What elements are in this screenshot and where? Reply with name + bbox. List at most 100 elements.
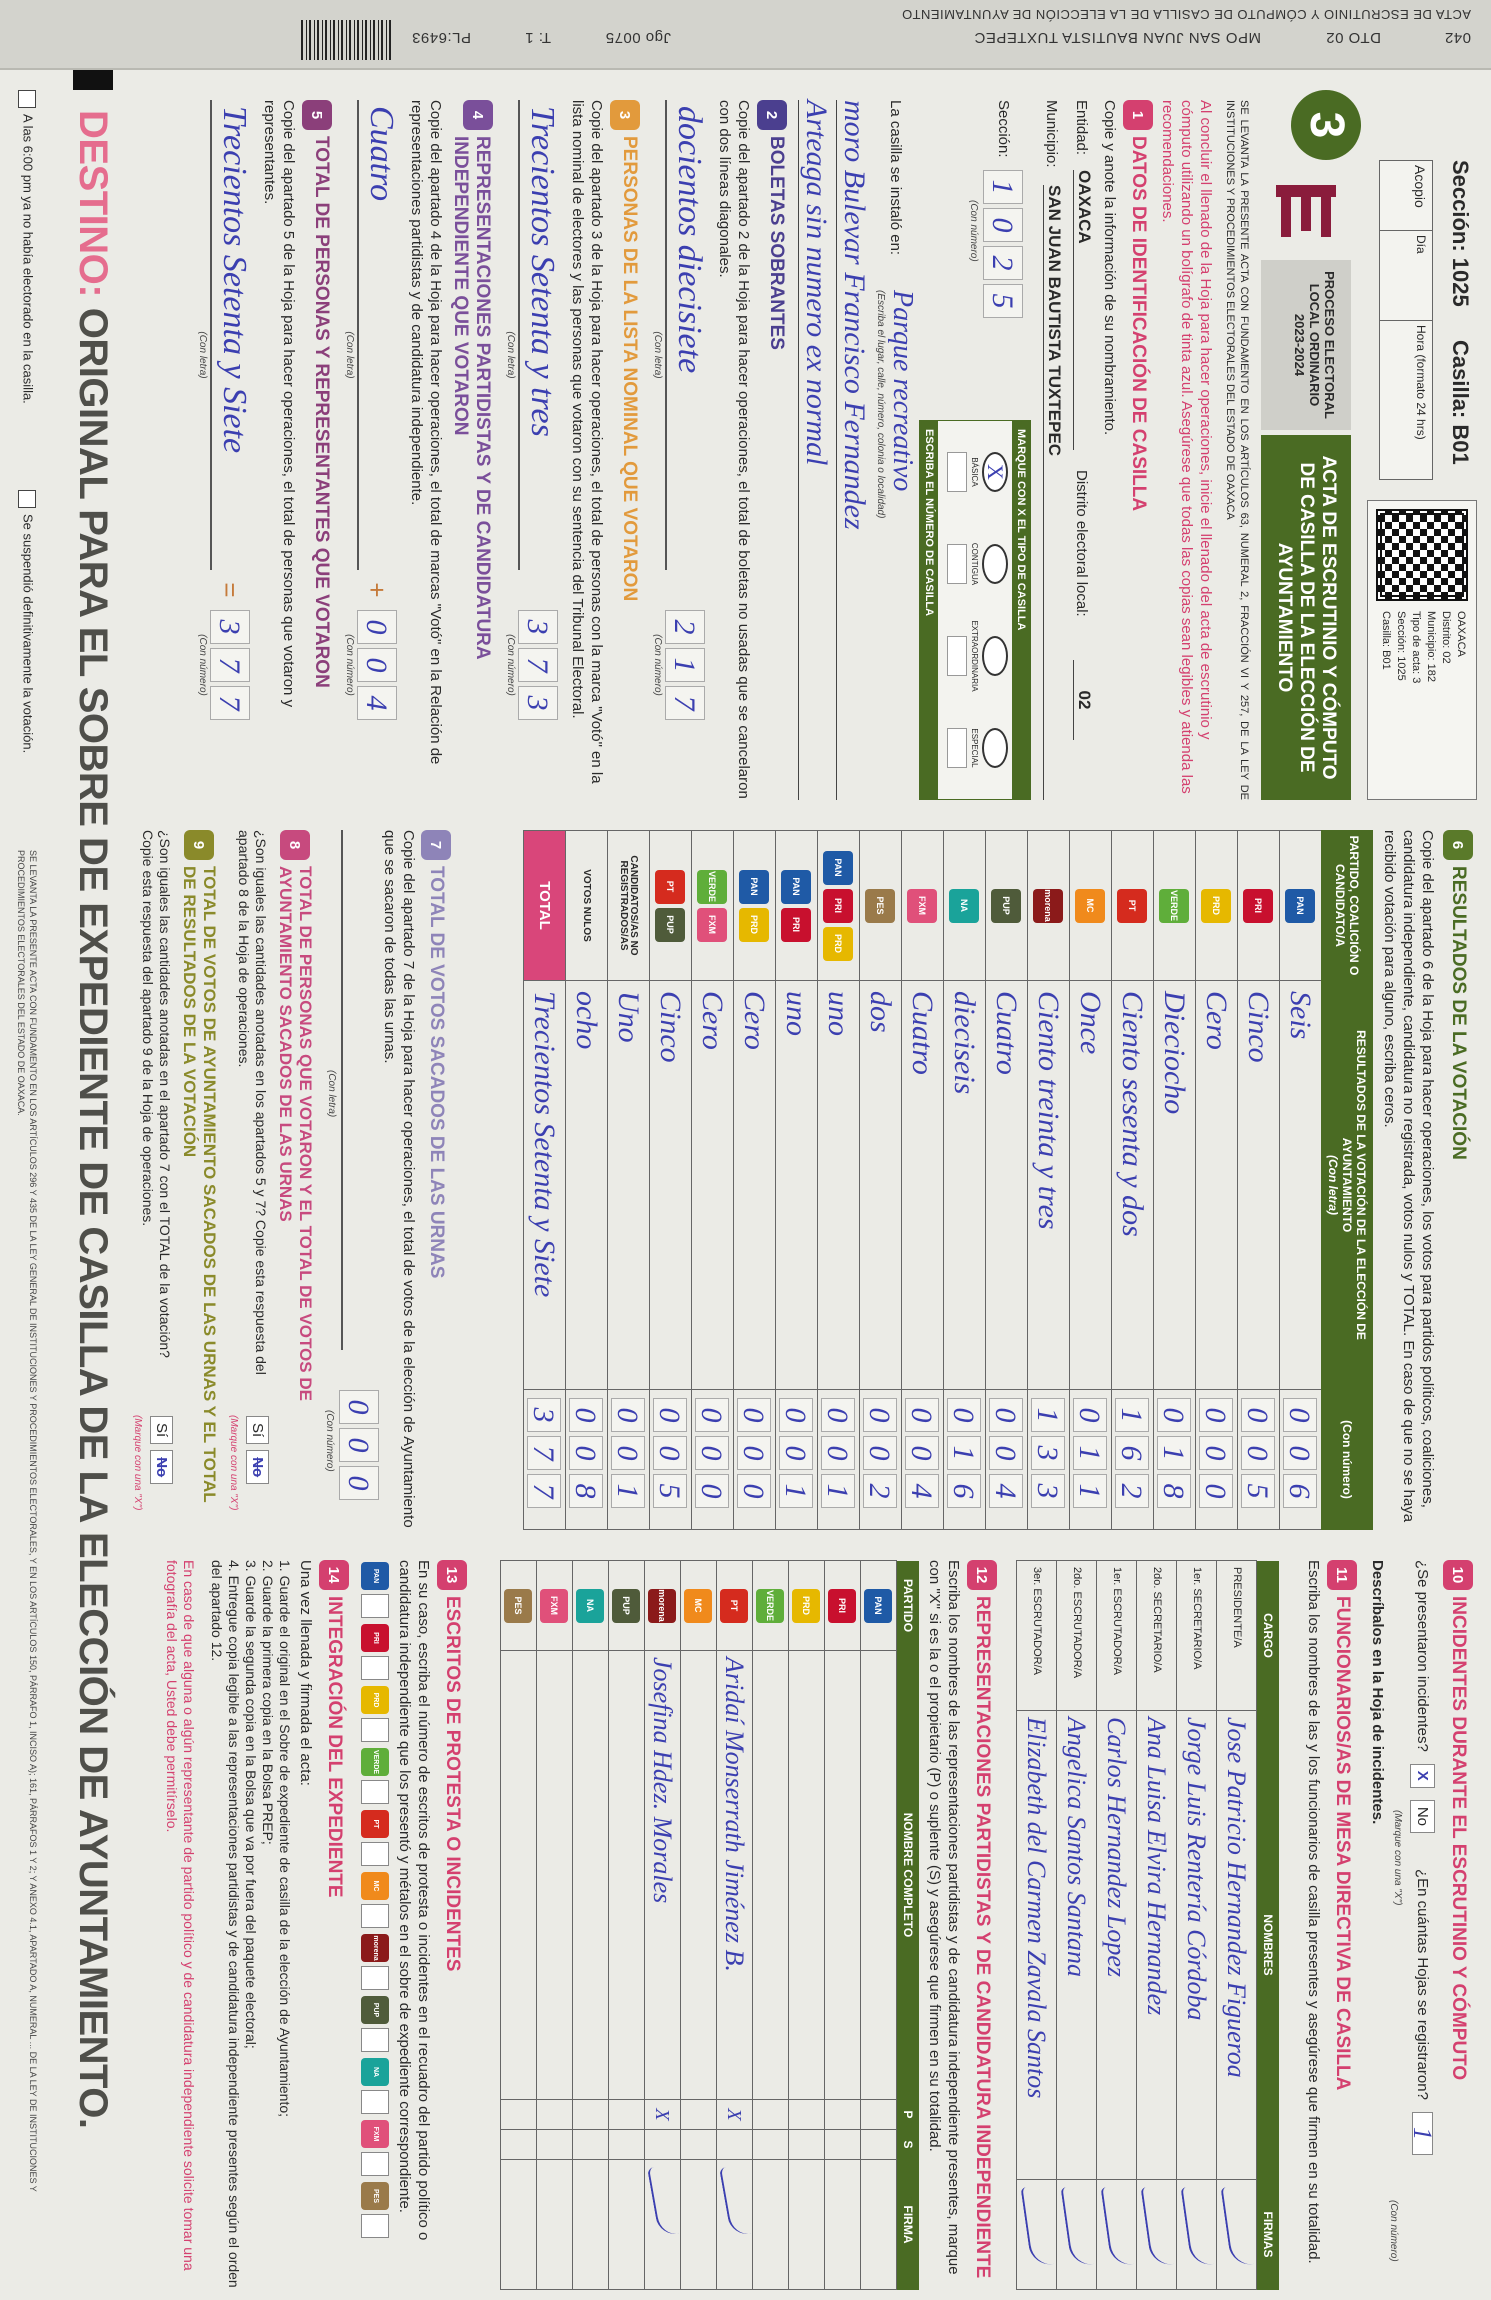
results-letra-cell: Ciento sesenta y dos <box>1111 980 1154 1390</box>
section-9-title: TOTAL DE VOTOS DE AYUNTAMIENTO SACADOS D… <box>180 866 219 1503</box>
check-suspendio[interactable]: Se suspendió definitivamente la votación… <box>18 490 36 753</box>
rep-p-cell[interactable] <box>536 2099 573 2130</box>
section-13-title: ESCRITOS DE PROTESTA O INCIDENTES <box>442 1596 463 1972</box>
results-numero-cell: 0 0 5 <box>1237 1389 1280 1530</box>
section-5-title: TOTAL DE PERSONAS Y REPRESENTANTES QUE V… <box>311 136 332 688</box>
section-5-numero: 3 7 7 <box>210 610 250 720</box>
rep-p-cell[interactable]: X <box>644 2099 681 2130</box>
representante-row: morena Josefina Hdez. Morales X <box>644 1560 681 2290</box>
incidentes-no-checkbox[interactable]: No <box>1410 1799 1435 1833</box>
section-3-hints: (Con letra) (Con número) <box>505 100 516 800</box>
digit-box: 0 <box>821 1398 856 1432</box>
rep-p-cell[interactable] <box>500 2099 537 2130</box>
protesta-count-box[interactable] <box>361 1904 389 1928</box>
rep-s-cell[interactable] <box>860 2129 897 2160</box>
section-14-steps: 1. Guarde el original en el Sobre de exp… <box>208 1560 293 2290</box>
digit-box: 6 <box>947 1474 982 1508</box>
rep-s-cell[interactable] <box>500 2129 537 2160</box>
protesta-count-box[interactable] <box>361 1656 389 1680</box>
protesta-item: PRI <box>361 1622 389 1680</box>
rep-p-cell[interactable] <box>788 2099 825 2130</box>
digit-box: 0 <box>357 610 397 644</box>
tipo-option[interactable]: EXTRAORDINARIA <box>947 613 1008 699</box>
results-numero: 0 0 6 <box>1283 1398 1318 1521</box>
rep-p-cell[interactable] <box>752 2099 789 2130</box>
rep-s-cell[interactable] <box>536 2129 573 2160</box>
rep-s-cell[interactable] <box>680 2129 717 2160</box>
rep-p-cell[interactable]: X <box>716 2099 753 2130</box>
section-4-letra: Cuatro <box>357 100 401 570</box>
tipo-option[interactable]: ESPECIAL <box>947 705 1008 791</box>
checkbox-suspendio[interactable] <box>18 490 36 508</box>
digit-box: 2 <box>665 610 705 644</box>
rep-col-firma: FIRMA <box>901 2205 915 2244</box>
rep-s-cell[interactable] <box>716 2129 753 2160</box>
rep-s-cell[interactable] <box>572 2129 609 2160</box>
rep-partido-cell: PRI <box>824 1560 861 1651</box>
protesta-count-box[interactable] <box>361 2152 389 2176</box>
answer-no-checkbox[interactable]: No <box>150 1450 173 1485</box>
rep-nombre-cell <box>572 1650 609 2100</box>
rep-p-cell[interactable] <box>824 2099 861 2130</box>
tipo-option[interactable]: X BÁSICA <box>947 429 1008 515</box>
results-col-party: PARTIDO, COALICIÓN O CANDIDATO/A <box>1321 830 1373 981</box>
protesta-count-box[interactable] <box>361 2090 389 2114</box>
hojas-count[interactable]: 1 <box>1408 2111 1437 2155</box>
party-pink-logo-icon: FXM <box>540 1588 569 1623</box>
protesta-count-box[interactable] <box>361 1718 389 1742</box>
funcionario-cargo: 2do. SECRETARIO/A <box>1136 1560 1177 1711</box>
section-9-badge: 9 <box>184 830 214 860</box>
digit-box: 1 <box>1157 1436 1192 1470</box>
signature-icon <box>1221 2184 1254 2268</box>
pan-logo-icon: PAN <box>864 1588 893 1623</box>
seccion-digit: 0 <box>983 208 1023 242</box>
digit-box: 0 <box>737 1436 772 1470</box>
rep-s-cell[interactable] <box>788 2129 825 2160</box>
rep-partido-cell: NA <box>572 1560 609 1651</box>
protesta-count-box[interactable] <box>361 1966 389 1990</box>
pri-logo-icon: PRI <box>781 907 812 942</box>
section-7-title: TOTAL DE VOTOS SACADOS DE LAS URNAS <box>426 866 447 1279</box>
protesta-count-box[interactable] <box>361 2028 389 2052</box>
results-letra-cell: ocho <box>565 980 608 1390</box>
section-2-numero-hint: (Con número) <box>652 634 663 696</box>
protesta-boxes: PAN PRI PRD VERDE PT MC morena PUP NA FXM PES <box>361 1560 389 2238</box>
protesta-count-box[interactable] <box>361 1780 389 1804</box>
results-numero: 0 1 1 <box>1073 1398 1108 1521</box>
rep-p-cell[interactable] <box>680 2099 717 2130</box>
rep-s-cell[interactable] <box>752 2129 789 2160</box>
results-numero-cell: 0 0 0 <box>691 1389 734 1530</box>
rep-nombre-cell <box>788 1650 825 2100</box>
mc-logo-icon: MC <box>1075 888 1106 923</box>
representante-row: FXM <box>536 1560 573 2290</box>
funcionario-nombre-cell: Ana Luisa Elvira Hernandez <box>1136 1710 1177 2180</box>
protesta-count-box[interactable] <box>361 1842 389 1866</box>
section-6-badge: 6 <box>1443 830 1473 860</box>
digit-box: 0 <box>1157 1398 1192 1432</box>
representante-row: PT Aridaí Monserrath Jiménez B. X <box>716 1560 753 2290</box>
answer-no-checkbox[interactable]: No <box>246 1450 269 1485</box>
answer-si-checkbox[interactable]: Sí <box>150 1416 173 1445</box>
section-5-header: 5 TOTAL DE PERSONAS Y REPRESENTANTES QUE … <box>302 100 332 800</box>
incidentes-si-checkbox[interactable]: X <box>1410 1763 1435 1788</box>
pri-logo-icon: PRI <box>361 1624 389 1652</box>
results-party-cell: FXM <box>901 830 944 981</box>
rep-s-cell[interactable] <box>824 2129 861 2160</box>
section-13-badge: 13 <box>437 1560 467 1590</box>
rep-p-cell[interactable] <box>572 2099 609 2130</box>
tipo-option[interactable]: CONTIGUA <box>947 521 1008 607</box>
answer-si-checkbox[interactable]: Sí <box>246 1416 269 1445</box>
check-electorado[interactable]: A las 6:00 pm ya no había electorado en … <box>18 90 36 404</box>
results-letra: Ciento sesenta y dos <box>1116 991 1150 1237</box>
protesta-count-box[interactable] <box>361 1594 389 1618</box>
rep-s-cell[interactable] <box>608 2129 645 2160</box>
incidentes-hint: (Marque con una "X") <box>1392 1810 1403 1906</box>
protesta-count-box[interactable] <box>361 2214 389 2238</box>
results-numero-cell: 0 1 1 <box>1069 1389 1112 1530</box>
rep-s-cell[interactable] <box>644 2129 681 2160</box>
digit-box: 3 <box>518 610 558 644</box>
rep-p-cell[interactable] <box>608 2099 645 2130</box>
rep-p-cell[interactable] <box>860 2099 897 2130</box>
checkbox-electorado[interactable] <box>18 90 36 108</box>
check-electorado-label: A las 6:00 pm ya no había electorado en … <box>20 114 36 404</box>
